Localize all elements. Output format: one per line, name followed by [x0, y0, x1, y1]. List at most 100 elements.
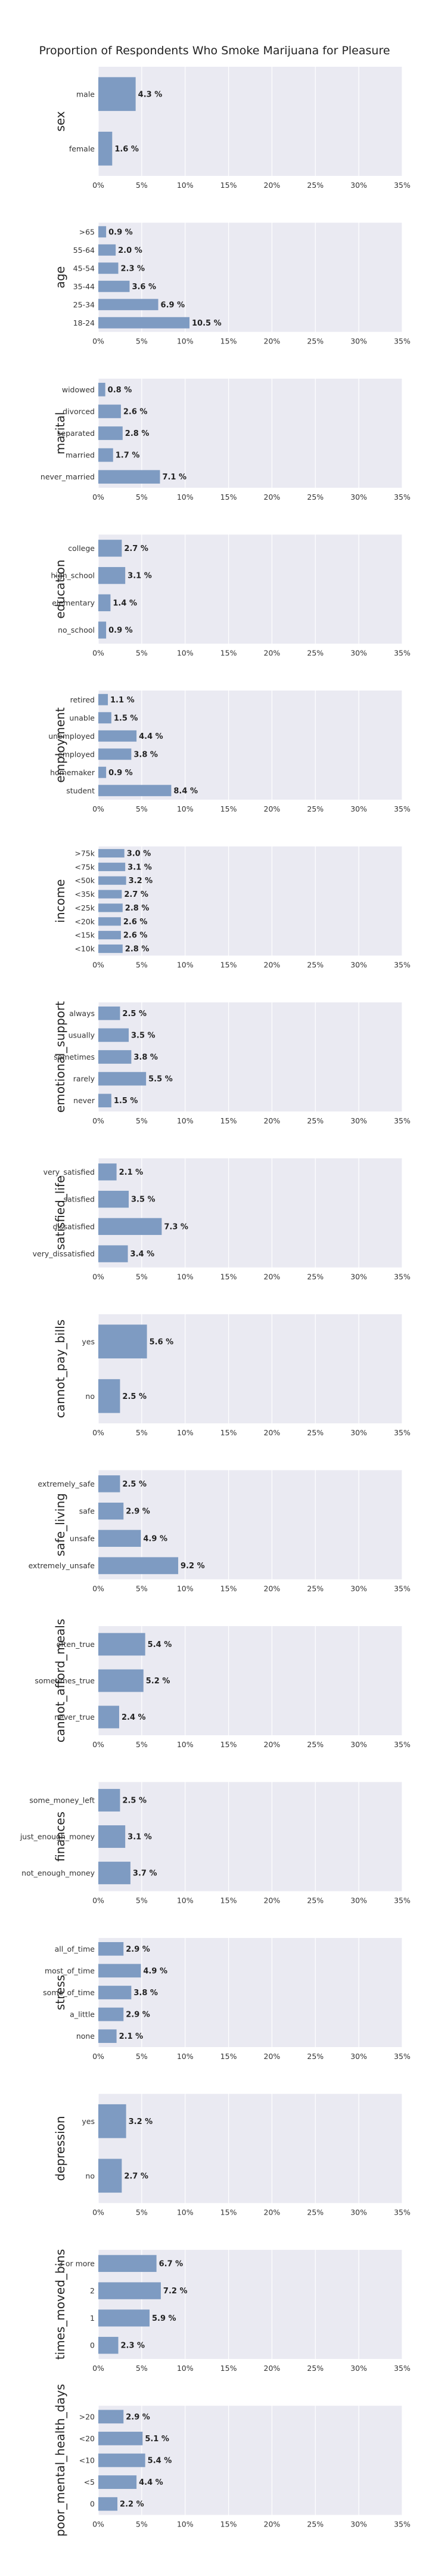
- x-tick-label: 30%: [350, 2364, 367, 2373]
- bar: [98, 1964, 141, 1978]
- category-label: very_dissatisfied: [33, 1249, 95, 1258]
- data-label: 6.7 %: [159, 2259, 184, 2268]
- x-tick-label: 5%: [136, 493, 148, 501]
- x-tick-label: 30%: [350, 1428, 367, 1437]
- category-label: unemployed: [48, 732, 95, 741]
- chart-education: 0% 5% 10% 15% 20% 25% 30% 35% college 2.7 % high_s…: [51, 534, 411, 658]
- bar: [98, 1862, 130, 1884]
- bar: [98, 2029, 117, 2044]
- data-label: 1.6 %: [114, 145, 139, 154]
- x-tick-label: 25%: [307, 337, 324, 346]
- x-tick-label: 5%: [136, 649, 148, 658]
- data-label: 2.2 %: [120, 2500, 144, 2509]
- category-label: female: [69, 144, 95, 153]
- y-axis-title: marital: [53, 412, 67, 454]
- x-tick-label: 0%: [92, 2364, 104, 2373]
- x-tick-label: 15%: [220, 337, 237, 346]
- y-axis-title: income: [53, 879, 67, 922]
- x-tick-label: 0%: [92, 961, 104, 970]
- x-tick-label: 25%: [307, 2520, 324, 2529]
- category-label: just_enough_money: [20, 1832, 95, 1841]
- chart-income: 0% 5% 10% 15% 20% 25% 30% 35% >75k 3.0 % <75k 3.1 %…: [53, 846, 411, 970]
- category-label: yes: [82, 2117, 95, 2126]
- data-label: 7.1 %: [162, 473, 186, 482]
- x-tick-label: 20%: [264, 1272, 281, 1281]
- x-tick-label: 15%: [220, 1584, 237, 1593]
- x-tick-label: 0%: [92, 1116, 104, 1125]
- chart-employment: 0% 5% 10% 15% 20% 25% 30% 35% retired 1.1 % unable…: [48, 691, 411, 813]
- x-tick-label: 0%: [92, 1896, 104, 1905]
- bar: [98, 2497, 118, 2511]
- x-tick-label: 20%: [264, 1428, 281, 1437]
- data-label: 2.6 %: [123, 407, 148, 416]
- category-label: <5: [84, 2478, 95, 2487]
- chart-times_moved_bins: 0% 5% 10% 15% 20% 25% 30% 35% 3 or more 6.7 % 2 7.2…: [53, 2249, 411, 2373]
- category-label: most_of_time: [45, 1966, 95, 1975]
- bar: [98, 2336, 119, 2354]
- category-label: extremely_safe: [38, 1479, 95, 1488]
- bar: [98, 621, 107, 639]
- x-tick-label: 15%: [220, 1116, 237, 1125]
- chart-satisfied_life: 0% 5% 10% 15% 20% 25% 30% 35% very_satisfied 2.1 …: [33, 1158, 411, 1281]
- x-tick-label: 35%: [394, 2052, 411, 2061]
- bar: [98, 131, 113, 166]
- x-tick-label: 25%: [307, 1584, 324, 1593]
- x-tick-label: 30%: [350, 961, 367, 970]
- x-tick-label: 35%: [394, 961, 411, 970]
- bar: [98, 2432, 143, 2445]
- x-tick-label: 5%: [136, 1428, 148, 1437]
- bar: [98, 280, 130, 292]
- data-label: 0.9 %: [108, 626, 133, 635]
- data-label: 2.8 %: [125, 429, 150, 438]
- category-label: retired: [70, 695, 95, 704]
- x-tick-label: 25%: [307, 1428, 324, 1437]
- category-label: sometimes_true: [35, 1676, 95, 1685]
- x-tick-label: 25%: [307, 2364, 324, 2373]
- category-label: 35-44: [73, 282, 95, 291]
- x-tick-label: 15%: [220, 2520, 237, 2529]
- x-tick-label: 30%: [350, 493, 367, 501]
- x-tick-label: 35%: [394, 1584, 411, 1593]
- category-label: no: [85, 1392, 95, 1401]
- y-axis-title: safe_living: [53, 1493, 67, 1556]
- x-tick-label: 35%: [394, 2364, 411, 2373]
- bar: [98, 1557, 179, 1574]
- y-axis-title: poor_mental_health_days: [53, 2384, 67, 2537]
- data-label: 3.8 %: [133, 1989, 158, 1998]
- data-label: 5.4 %: [148, 1640, 172, 1649]
- category-label: married: [66, 451, 95, 460]
- x-tick-label: 35%: [394, 181, 411, 190]
- data-label: 0.9 %: [108, 769, 133, 778]
- bar: [98, 470, 160, 484]
- data-label: 9.2 %: [181, 1562, 205, 1571]
- x-tick-label: 10%: [177, 2052, 194, 2061]
- x-tick-label: 25%: [307, 2208, 324, 2217]
- chart-cannot_afford_meals: 0% 5% 10% 15% 20% 25% 30% 35% often_true 5.4 % som…: [35, 1619, 411, 1749]
- bar: [98, 1942, 124, 1956]
- data-label: 1.4 %: [113, 599, 137, 608]
- category-label: rarely: [73, 1075, 95, 1083]
- category-label: separated: [57, 429, 95, 438]
- x-tick-label: 10%: [177, 493, 194, 501]
- bar: [98, 566, 126, 584]
- x-tick-label: 30%: [350, 804, 367, 813]
- x-tick-label: 0%: [92, 2052, 104, 2061]
- category-label: sometimes: [54, 1052, 95, 1061]
- plot-area: [98, 2405, 402, 2515]
- category-label: 2: [90, 2286, 95, 2295]
- category-label: never_married: [41, 472, 95, 481]
- x-tick-label: 0%: [92, 1584, 104, 1593]
- category-label: homemaker: [50, 768, 95, 777]
- bar: [98, 1633, 145, 1656]
- x-tick-label: 15%: [220, 1428, 237, 1437]
- x-tick-label: 15%: [220, 2052, 237, 2061]
- bar: [98, 1072, 147, 1086]
- data-label: 2.7 %: [124, 890, 148, 899]
- category-label: 25-34: [73, 300, 95, 309]
- data-label: 2.5 %: [122, 1392, 147, 1401]
- y-axis-title: cannot_pay_bills: [53, 1320, 67, 1418]
- data-label: 3.8 %: [133, 1053, 158, 1062]
- bar: [98, 1190, 129, 1208]
- data-label: 10.5 %: [192, 319, 222, 328]
